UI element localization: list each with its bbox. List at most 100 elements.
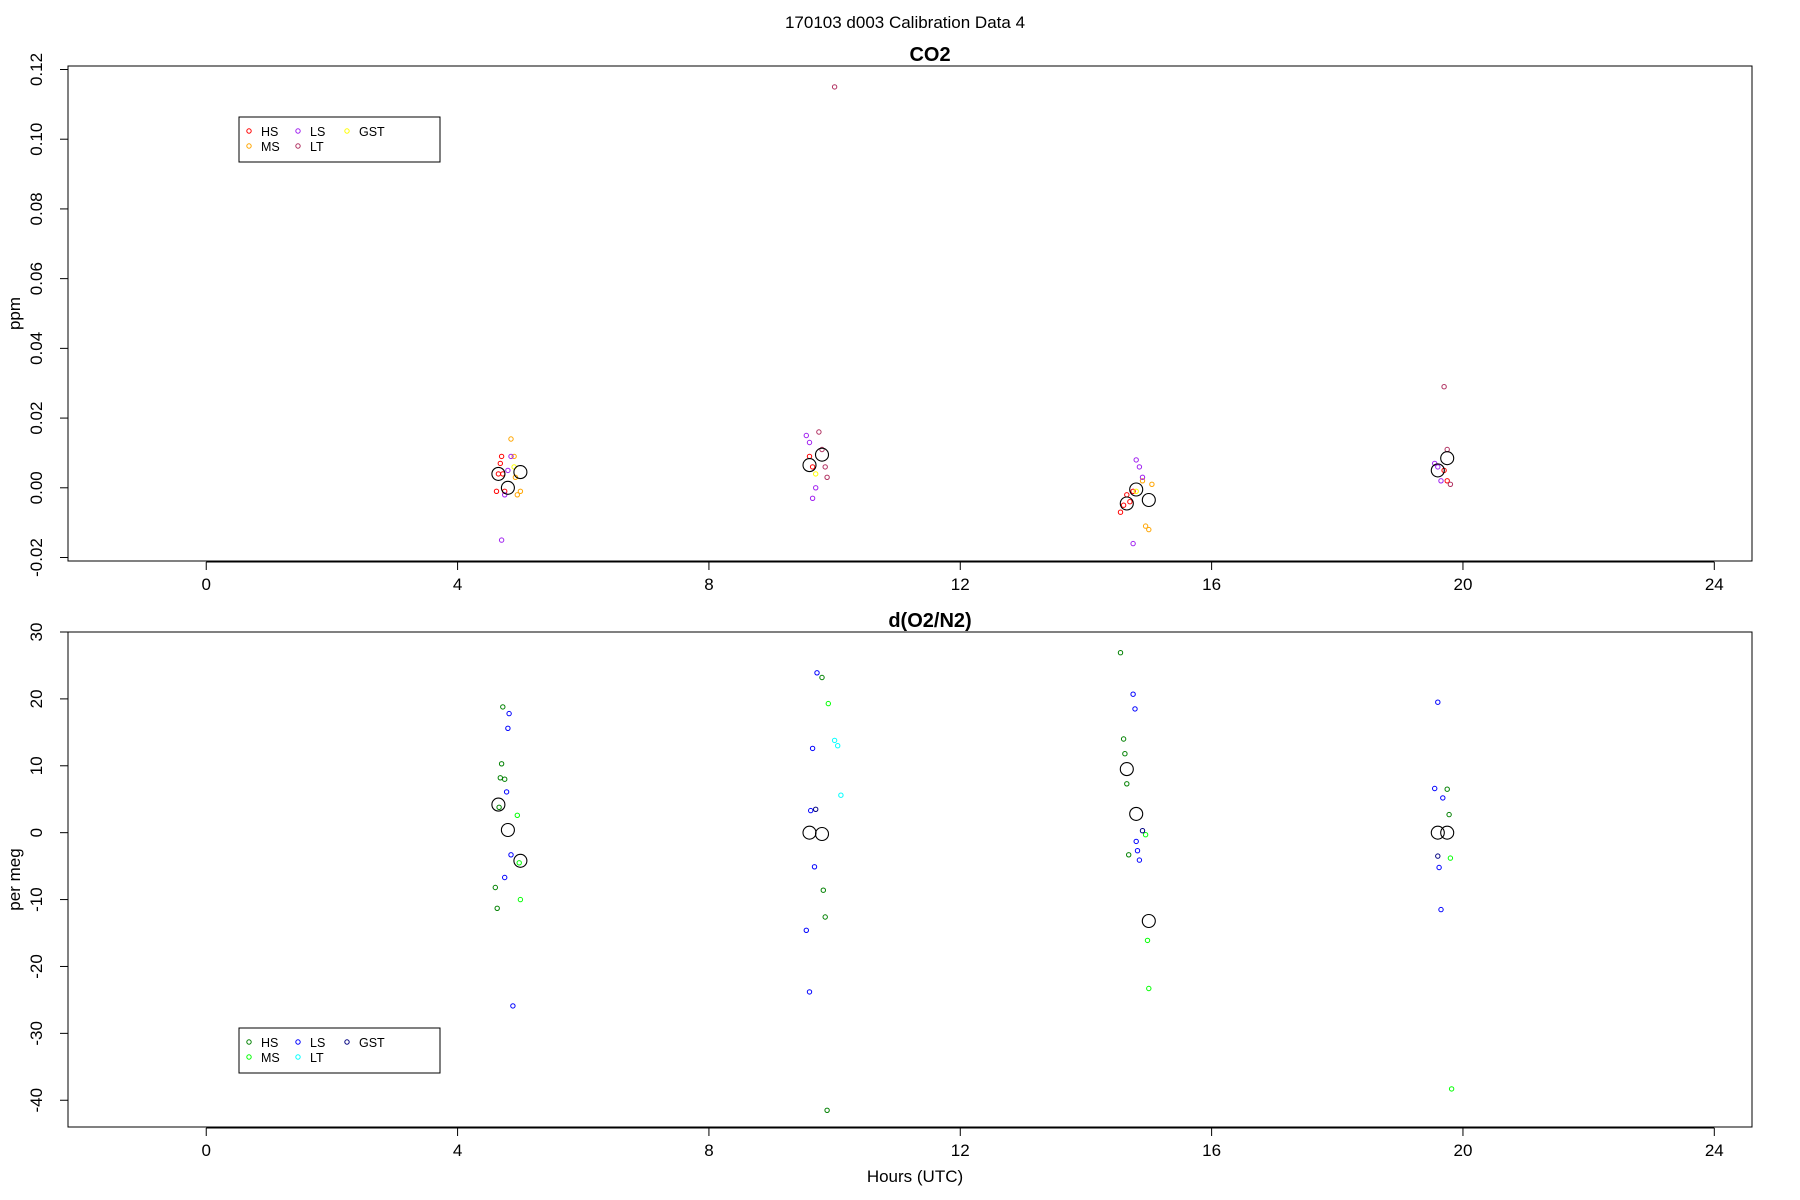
legend-box xyxy=(238,116,441,163)
y-tick-label: -30 xyxy=(27,1021,46,1046)
data-point xyxy=(803,927,809,933)
legend-label: GST xyxy=(359,1036,385,1050)
x-tick-label: 8 xyxy=(704,575,713,594)
y-tick-label: -0.02 xyxy=(27,538,46,577)
mean-point xyxy=(814,826,830,842)
data-point xyxy=(508,453,514,460)
y-tick-label: 0.10 xyxy=(27,123,46,156)
mean-point xyxy=(814,447,830,462)
main-title: 170103 d003 Calibration Data 4 xyxy=(785,13,1025,32)
y-tick-label: 30 xyxy=(27,623,46,642)
data-point xyxy=(1130,691,1136,697)
legend-box xyxy=(238,1027,441,1074)
data-point xyxy=(502,776,508,782)
data-point xyxy=(514,492,520,498)
data-point xyxy=(1127,499,1133,505)
x-tick-label: 12 xyxy=(951,575,970,594)
data-point xyxy=(1130,540,1136,547)
data-point xyxy=(835,743,841,749)
data-point xyxy=(1122,751,1128,757)
data-point xyxy=(1436,864,1442,871)
data-point xyxy=(838,792,844,798)
data-point xyxy=(1144,937,1151,944)
data-point xyxy=(494,905,500,911)
data-point xyxy=(831,84,838,90)
data-point xyxy=(1438,906,1444,913)
data-point xyxy=(1448,1086,1455,1092)
x-tick-label: 20 xyxy=(1453,575,1472,594)
data-point xyxy=(1142,523,1149,529)
data-point xyxy=(505,725,511,731)
data-point xyxy=(822,914,828,920)
data-point xyxy=(1133,457,1139,463)
mean-point xyxy=(1119,496,1134,511)
legend-marker xyxy=(295,128,301,134)
data-point xyxy=(822,464,828,470)
mean-point xyxy=(1129,806,1144,821)
mean-point xyxy=(500,480,515,495)
data-point xyxy=(816,429,822,435)
data-point xyxy=(500,704,506,710)
data-point xyxy=(508,436,514,442)
data-point xyxy=(511,453,517,460)
mean-point xyxy=(513,853,528,868)
data-point xyxy=(820,887,826,893)
x-tick-label: 12 xyxy=(951,1141,970,1160)
data-point xyxy=(1446,811,1452,818)
series-lt xyxy=(831,737,844,798)
legend-marker xyxy=(295,1054,301,1060)
x-tick-label: 24 xyxy=(1705,1141,1724,1160)
data-point xyxy=(1444,786,1450,792)
legend-marker xyxy=(246,1039,252,1045)
legend-label: LS xyxy=(310,1036,325,1050)
y-axis-label: per meg xyxy=(5,848,24,910)
legend-label: HS xyxy=(261,125,278,139)
data-point xyxy=(1435,853,1441,859)
data-point xyxy=(1124,492,1130,498)
mean-point xyxy=(1440,825,1455,840)
data-point xyxy=(1126,852,1132,858)
data-point xyxy=(819,674,825,681)
x-tick-label: 20 xyxy=(1453,1141,1472,1160)
legend-marker xyxy=(344,1039,350,1045)
legend-marker xyxy=(246,1054,252,1060)
data-point xyxy=(516,860,522,866)
data-point xyxy=(503,789,510,795)
x-tick-label: 8 xyxy=(704,1141,713,1160)
y-tick-label: 0.04 xyxy=(27,332,46,365)
x-axis-label: Hours (UTC) xyxy=(867,1167,963,1186)
y-tick-label: 0.12 xyxy=(27,53,46,86)
x-axis: 0 4 8 12 16 20 24 xyxy=(202,1127,1724,1160)
y-tick-label: 0 xyxy=(27,828,46,837)
data-point xyxy=(803,432,809,439)
mean-point xyxy=(513,465,528,480)
panel-title: d(O2/N2) xyxy=(888,610,971,632)
mean-point xyxy=(491,466,506,481)
data-point xyxy=(819,446,825,453)
x-tick-label: 16 xyxy=(1202,575,1221,594)
data-point xyxy=(498,761,505,767)
legend-label: LT xyxy=(310,1051,324,1065)
data-point xyxy=(813,471,819,477)
panel-title: CO2 xyxy=(909,44,950,66)
mean-point xyxy=(802,458,817,473)
series-ms xyxy=(508,436,1155,533)
y-tick-label: -40 xyxy=(27,1088,46,1113)
data-point xyxy=(510,1003,516,1009)
x-tick-label: 16 xyxy=(1202,1141,1221,1160)
data-point xyxy=(808,807,814,814)
data-point xyxy=(1139,478,1146,484)
series-mean xyxy=(491,447,1455,511)
data-point xyxy=(493,488,500,494)
data-point xyxy=(497,775,503,781)
mean-point xyxy=(1141,492,1156,508)
data-point xyxy=(1444,478,1450,484)
data-point xyxy=(814,670,820,676)
data-point xyxy=(496,804,502,810)
data-point xyxy=(1142,832,1149,838)
data-point xyxy=(1139,474,1146,480)
mean-point xyxy=(491,797,506,812)
mean-point xyxy=(1119,762,1134,777)
